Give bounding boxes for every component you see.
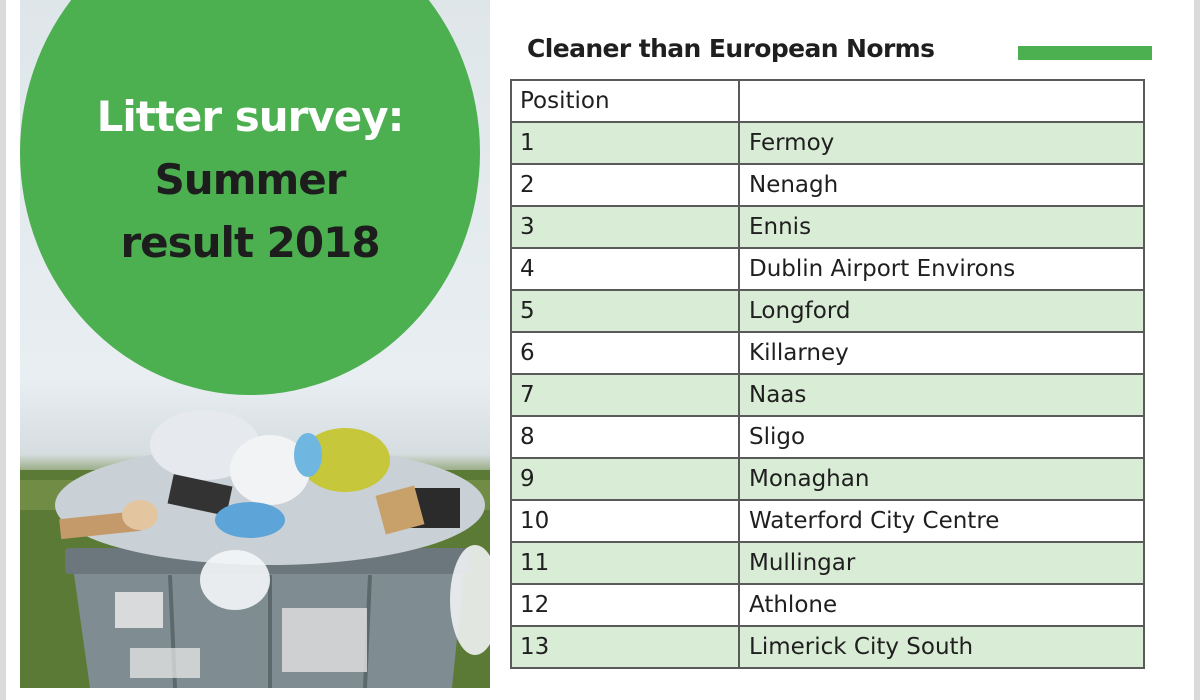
- heading-line-2: Summer: [154, 155, 347, 204]
- ranking-table: Position 1 Fermoy 2 Nenagh 3 Ennis 4 Dublin Air…: [510, 79, 1145, 669]
- row-position: 9: [510, 457, 740, 501]
- row-town: Monaghan: [738, 457, 1145, 501]
- table-row: 12 Athlone: [510, 583, 1145, 627]
- table-row: 7 Naas: [510, 373, 1145, 417]
- row-town: Limerick City South: [738, 625, 1145, 669]
- table-header-row: Position: [510, 79, 1145, 123]
- header-town: [738, 79, 1145, 123]
- row-position: 8: [510, 415, 740, 459]
- row-town: Waterford City Centre: [738, 499, 1145, 543]
- litter-skip-icon: [20, 410, 490, 688]
- header-position: Position: [510, 79, 740, 123]
- table-row: 4 Dublin Airport Environs: [510, 247, 1145, 291]
- row-town: Athlone: [738, 583, 1145, 627]
- row-position: 6: [510, 331, 740, 375]
- row-town: Naas: [738, 373, 1145, 417]
- row-position: 4: [510, 247, 740, 291]
- table-row: 5 Longford: [510, 289, 1145, 333]
- row-town: Killarney: [738, 331, 1145, 375]
- title-accent-bar: [1018, 46, 1152, 60]
- table-row: 2 Nenagh: [510, 163, 1145, 207]
- title-circle: [20, 0, 480, 395]
- table-row: 1 Fermoy: [510, 121, 1145, 165]
- row-position: 7: [510, 373, 740, 417]
- table-row: 3 Ennis: [510, 205, 1145, 249]
- row-position: 5: [510, 289, 740, 333]
- row-town: Fermoy: [738, 121, 1145, 165]
- row-town: Mullingar: [738, 541, 1145, 585]
- table-row: 6 Killarney: [510, 331, 1145, 375]
- row-position: 10: [510, 499, 740, 543]
- table-title: Cleaner than European Norms: [527, 34, 935, 63]
- row-position: 3: [510, 205, 740, 249]
- survey-heading: Litter survey: Summer result 2018: [20, 85, 480, 274]
- row-town: Sligo: [738, 415, 1145, 459]
- row-position: 1: [510, 121, 740, 165]
- table-row: 13 Limerick City South: [510, 625, 1145, 669]
- row-position: 12: [510, 583, 740, 627]
- table-row: 9 Monaghan: [510, 457, 1145, 501]
- table-row: 11 Mullingar: [510, 541, 1145, 585]
- row-position: 2: [510, 163, 740, 207]
- row-town: Ennis: [738, 205, 1145, 249]
- row-town: Nenagh: [738, 163, 1145, 207]
- row-town: Dublin Airport Environs: [738, 247, 1145, 291]
- row-town: Longford: [738, 289, 1145, 333]
- row-position: 11: [510, 541, 740, 585]
- heading-line-1: Litter survey:: [96, 92, 405, 141]
- table-row: 8 Sligo: [510, 415, 1145, 459]
- heading-line-3: result 2018: [120, 218, 380, 267]
- table-row: 10 Waterford City Centre: [510, 499, 1145, 543]
- row-position: 13: [510, 625, 740, 669]
